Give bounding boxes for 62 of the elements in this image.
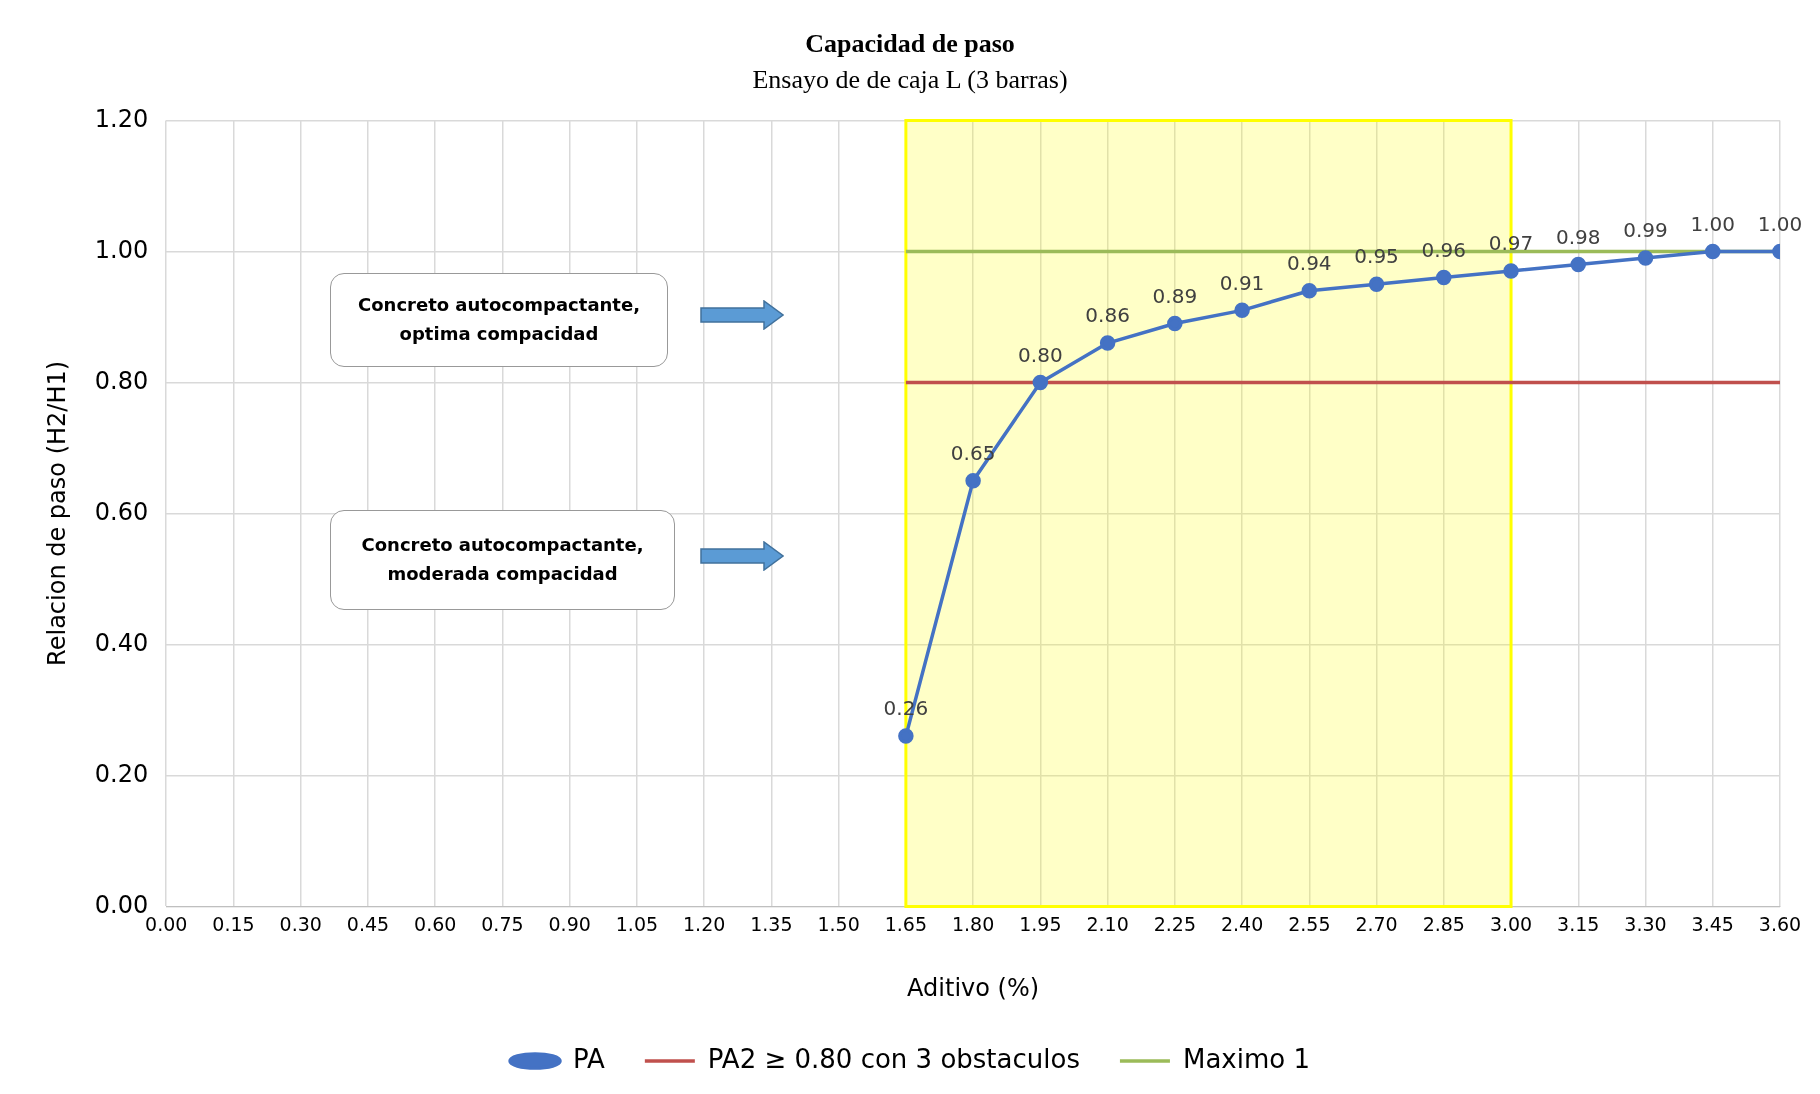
point xyxy=(1436,269,1452,286)
data-label: 0.91 xyxy=(1219,270,1265,295)
x-tick-label: 0.90 xyxy=(548,912,591,935)
y-tick-label: 0.40 xyxy=(94,628,149,657)
data-label: 0.89 xyxy=(1152,283,1198,308)
x-tick-label: 3.30 xyxy=(1624,912,1667,935)
x-tick-label: 2.25 xyxy=(1153,912,1196,935)
chart-subtitle: Ensayo de de caja L (3 barras) xyxy=(752,64,1068,94)
point xyxy=(1032,374,1049,391)
data-label: 1.00 xyxy=(1690,211,1736,236)
legend-label: Maximo 1 xyxy=(1182,1043,1310,1074)
point xyxy=(898,728,914,744)
data-label: 0.99 xyxy=(1623,218,1668,243)
x-tick-label: 3.45 xyxy=(1691,912,1734,935)
x-tick-label: 2.10 xyxy=(1086,912,1129,935)
legend-label: PA2 ≥ 0.80 con 3 obstaculos xyxy=(707,1043,1080,1074)
point xyxy=(1637,250,1654,266)
x-tick-label: 1.65 xyxy=(884,912,928,935)
legend-label: PA xyxy=(573,1043,606,1074)
data-label: 1.00 xyxy=(1757,211,1803,236)
x-tick-label: 0.30 xyxy=(279,912,322,935)
x-tick-label: 1.50 xyxy=(817,912,860,935)
point xyxy=(1301,282,1318,299)
x-tick-label: 1.05 xyxy=(615,912,659,935)
x-tick-label: 2.85 xyxy=(1422,912,1465,935)
x-tick-label: 0.45 xyxy=(346,912,390,935)
x-tick-label: 1.80 xyxy=(951,912,995,935)
x-tick-label: 0.00 xyxy=(145,912,188,935)
x-tick-label: 1.20 xyxy=(683,912,726,935)
annotation: Concreto autocompactante, optima compacidad xyxy=(357,293,641,346)
data-label: 0.80 xyxy=(1018,342,1063,367)
x-tick-label: 1.35 xyxy=(750,912,793,935)
x-tick-label: 3.15 xyxy=(1557,912,1600,935)
x-tick-label: 3.00 xyxy=(1489,912,1533,935)
x-axis-title: Aditivo (%) xyxy=(907,973,1040,1002)
y-tick-label: 0.20 xyxy=(94,759,149,788)
point xyxy=(1570,256,1587,273)
x-tick-label: 3.60 xyxy=(1758,912,1802,935)
x-tick-label: 0.15 xyxy=(212,912,255,935)
point xyxy=(1099,335,1116,351)
annotation: Concreto autocompactante, moderada compacidad xyxy=(361,533,644,586)
y-axis-title: Relacion de paso (H2/H1) xyxy=(42,360,71,666)
data-label: 0.94 xyxy=(1287,250,1332,275)
data-label: 0.86 xyxy=(1085,303,1130,328)
point xyxy=(1705,243,1721,260)
y-tick-label: 1.00 xyxy=(94,235,149,264)
point xyxy=(965,472,981,489)
y-tick-label: 1.20 xyxy=(94,104,149,133)
point xyxy=(1368,276,1385,292)
x-tick-label: 2.40 xyxy=(1220,912,1264,935)
y-tick-label: 0.80 xyxy=(94,366,149,395)
x-tick-label: 0.75 xyxy=(481,912,524,935)
x-tick-label: 1.95 xyxy=(1019,912,1062,935)
point xyxy=(1234,302,1250,319)
data-label: 0.98 xyxy=(1556,224,1601,249)
x-tick-label: 2.55 xyxy=(1288,912,1331,935)
chart-title: Capacidad de paso xyxy=(805,29,1015,59)
point xyxy=(1503,263,1519,279)
y-tick-label: 0.60 xyxy=(94,497,149,526)
x-tick-label: 2.70 xyxy=(1355,912,1398,935)
point xyxy=(1167,315,1183,332)
x-tick-label: 0.60 xyxy=(414,912,457,935)
